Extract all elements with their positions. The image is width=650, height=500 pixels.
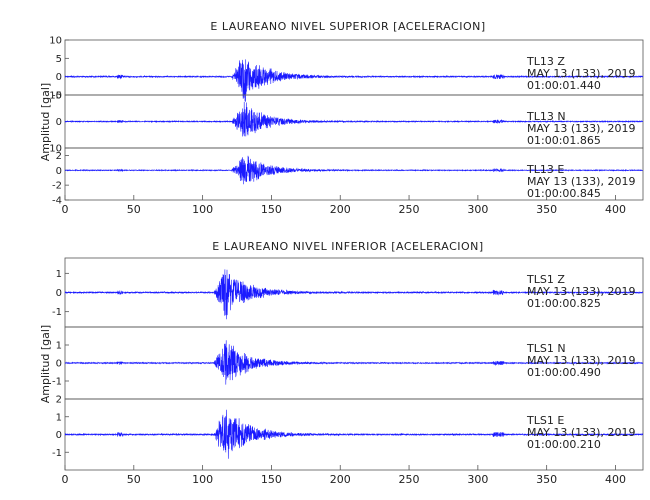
x-tick-label: 50 (127, 473, 141, 486)
x-tick-label: 100 (192, 203, 213, 216)
chart-title-superior: E LAUREANO NIVEL SUPERIOR [ACELERACION] (210, 20, 485, 33)
y-axis-label-superior: Amplitud [gal] (39, 83, 52, 161)
station-label: TLS1 Z (526, 273, 565, 286)
y-tick-label: 0 (56, 288, 62, 299)
x-tick-label: 100 (192, 473, 213, 486)
time-label: 01:00:00.845 (527, 187, 601, 200)
waveform-z (64, 59, 644, 102)
y-tick-label: -1 (52, 307, 62, 318)
x-tick-label: 150 (261, 473, 282, 486)
x-tick-label: 200 (330, 473, 351, 486)
y-tick-label: 2 (56, 395, 62, 406)
date-label: MAY 13 (133), 2019 (527, 285, 635, 298)
x-tick-label: 250 (399, 203, 420, 216)
station-label: TLS1 N (526, 342, 566, 355)
y-tick-label: 1 (56, 341, 62, 352)
y-axis-label-inferior: Amplitud [gal] (39, 325, 52, 403)
x-tick-label: 250 (399, 473, 420, 486)
y-tick-label: 5 (56, 54, 62, 65)
panel-frame (64, 147, 644, 201)
y-tick-label: 0 (56, 166, 62, 177)
x-tick-label: 0 (62, 473, 69, 486)
y-tick-label: -4 (52, 196, 62, 207)
station-label: TL13 Z (526, 55, 565, 68)
date-label: MAY 13 (133), 2019 (527, 67, 635, 80)
station-label: TL13 N (526, 110, 566, 123)
chart-title-inferior: E LAUREANO NIVEL INFERIOR [ACELERACION] (212, 240, 483, 253)
date-label: MAY 13 (133), 2019 (527, 426, 635, 439)
y-tick-label: 1 (56, 269, 62, 280)
x-tick-label: 350 (536, 203, 557, 216)
x-tick-label: 200 (330, 203, 351, 216)
y-tick-label: -10 (46, 144, 62, 155)
x-tick-label: 0 (62, 203, 69, 216)
waveform-n (64, 340, 644, 385)
x-tick-label: 150 (261, 203, 282, 216)
time-label: 01:00:01.440 (527, 79, 601, 92)
x-tick-label: 300 (467, 203, 488, 216)
x-axis-0: 0 50 100 150 200 250 300 350 400 (62, 195, 626, 216)
time-label: 01:00:01.865 (527, 134, 601, 147)
y-tick-label: 0 (56, 430, 62, 441)
time-label: 01:00:00.210 (527, 438, 601, 451)
y-tick-label: 10 (49, 91, 62, 102)
y-tick-label: -1 (52, 377, 62, 388)
station-label: TLS1 E (526, 414, 564, 427)
station-label: TL13 E (526, 163, 564, 176)
y-tick-label: 1 (56, 412, 62, 423)
time-label: 01:00:00.825 (527, 297, 601, 310)
date-label: MAY 13 (133), 2019 (527, 354, 635, 367)
y-tick-label: 10 (49, 36, 62, 47)
date-label: MAY 13 (133), 2019 (527, 122, 635, 135)
waveform-e (64, 155, 643, 185)
y-tick-label: 0 (56, 359, 62, 370)
time-label: 01:00:00.490 (527, 366, 601, 379)
x-tick-label: 400 (605, 203, 626, 216)
y-tick-label: -5 (52, 91, 62, 102)
y-tick-label: -1 (52, 448, 62, 459)
waveform-n (64, 101, 644, 137)
waveform-z (64, 269, 644, 320)
waveform-e (64, 409, 644, 459)
x-tick-label: 50 (127, 203, 141, 216)
y-tick-label: 0 (56, 117, 62, 128)
y-tick-label: -2 (52, 181, 62, 192)
y-tick-label: 0 (56, 72, 62, 83)
date-label: MAY 13 (133), 2019 (527, 175, 635, 188)
x-tick-label: 400 (605, 473, 626, 486)
y-tick-label: 2 (56, 151, 62, 162)
x-axis-1: 0 50 100 150 200 250 300 350 400 (62, 465, 626, 486)
x-tick-label: 300 (467, 473, 488, 486)
x-tick-label: 350 (536, 473, 557, 486)
